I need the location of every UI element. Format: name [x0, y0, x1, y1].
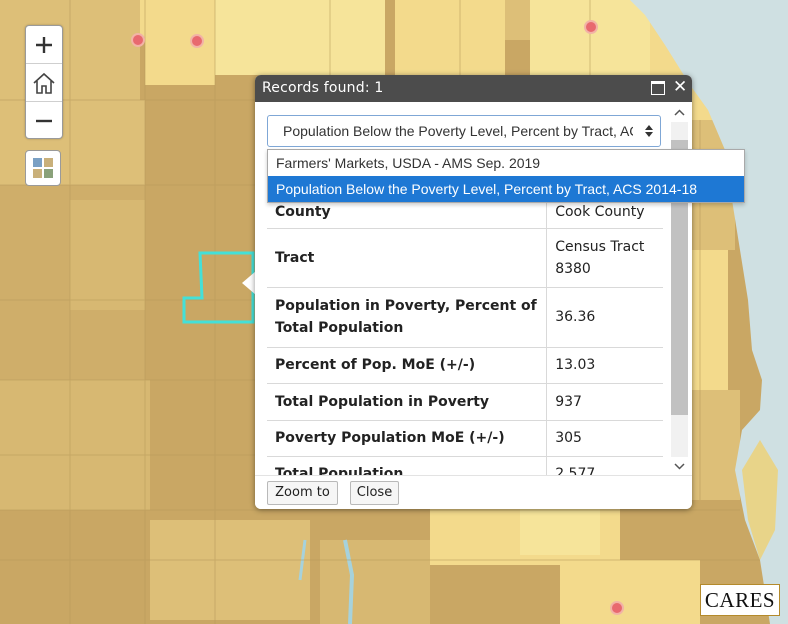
- field-name: Total Population in Poverty: [267, 383, 548, 421]
- popup-scrollbar[interactable]: [671, 106, 688, 473]
- field-value: 2,577: [546, 456, 663, 475]
- popup-header: Records found: 1 ✕: [255, 75, 692, 102]
- scroll-down-icon[interactable]: [671, 459, 688, 473]
- table-row: Poverty Population MoE (+/-) 305: [267, 420, 663, 457]
- field-name: Total Population: [267, 456, 548, 475]
- basemap-gallery-icon: [33, 158, 53, 178]
- zoom-to-button[interactable]: Zoom to: [267, 481, 338, 505]
- field-value: Census Tract 8380: [546, 228, 663, 288]
- field-name: Percent of Pop. MoE (+/-): [267, 347, 548, 384]
- field-value: 937: [546, 383, 663, 421]
- popup-footer: Zoom to Close: [255, 475, 692, 509]
- table-row: Population in Poverty, Percent of Total …: [267, 287, 663, 348]
- field-name: Tract: [267, 228, 548, 288]
- field-value: 36.36: [546, 287, 663, 348]
- popup-body: Population Below the Poverty Level, Perc…: [255, 102, 692, 475]
- table-row: Tract Census Tract 8380: [267, 228, 663, 288]
- popup-pointer: [242, 271, 256, 295]
- scroll-up-icon[interactable]: [671, 106, 688, 120]
- close-button[interactable]: Close: [350, 481, 399, 505]
- dropdown-option-farmers-markets[interactable]: Farmers' Markets, USDA - AMS Sep. 2019: [276, 155, 541, 171]
- layer-select[interactable]: Population Below the Poverty Level, Perc…: [267, 115, 661, 147]
- zoom-control: [25, 25, 63, 139]
- scrollbar-thumb[interactable]: [671, 140, 688, 415]
- layer-dropdown-list: Farmers' Markets, USDA - AMS Sep. 2019 P…: [267, 149, 745, 203]
- minus-icon: [36, 119, 52, 122]
- plus-icon: [36, 36, 52, 53]
- field-value: 305: [546, 420, 663, 457]
- table-row: Total Population in Poverty 937: [267, 383, 663, 421]
- scrollbar-track[interactable]: [671, 122, 688, 457]
- home-button[interactable]: [26, 63, 62, 101]
- table-row: Total Population 2,577: [267, 456, 663, 475]
- layer-select-value: Population Below the Poverty Level, Perc…: [283, 123, 633, 139]
- select-arrows-icon: [645, 125, 653, 137]
- field-name: Population in Poverty, Percent of Total …: [267, 287, 548, 348]
- zoom-out-button[interactable]: [26, 101, 62, 139]
- zoom-in-button[interactable]: [26, 26, 62, 63]
- popup-title: Records found: 1: [262, 80, 384, 96]
- field-name: Poverty Population MoE (+/-): [267, 420, 548, 457]
- attribute-table: County Cook County Tract Census Tract 83…: [267, 196, 663, 475]
- farmers-market-markers[interactable]: [131, 20, 624, 615]
- cares-logo: CARES: [700, 584, 780, 616]
- close-icon[interactable]: ✕: [673, 77, 688, 97]
- info-popup: Records found: 1 ✕ Population Below the …: [255, 75, 692, 509]
- field-value: 13.03: [546, 347, 663, 384]
- dropdown-option-poverty[interactable]: Population Below the Poverty Level, Perc…: [268, 176, 744, 202]
- maximize-icon[interactable]: [651, 81, 665, 95]
- home-icon: [33, 72, 55, 94]
- basemap-gallery-button[interactable]: [25, 150, 61, 186]
- table-row: Percent of Pop. MoE (+/-) 13.03: [267, 347, 663, 384]
